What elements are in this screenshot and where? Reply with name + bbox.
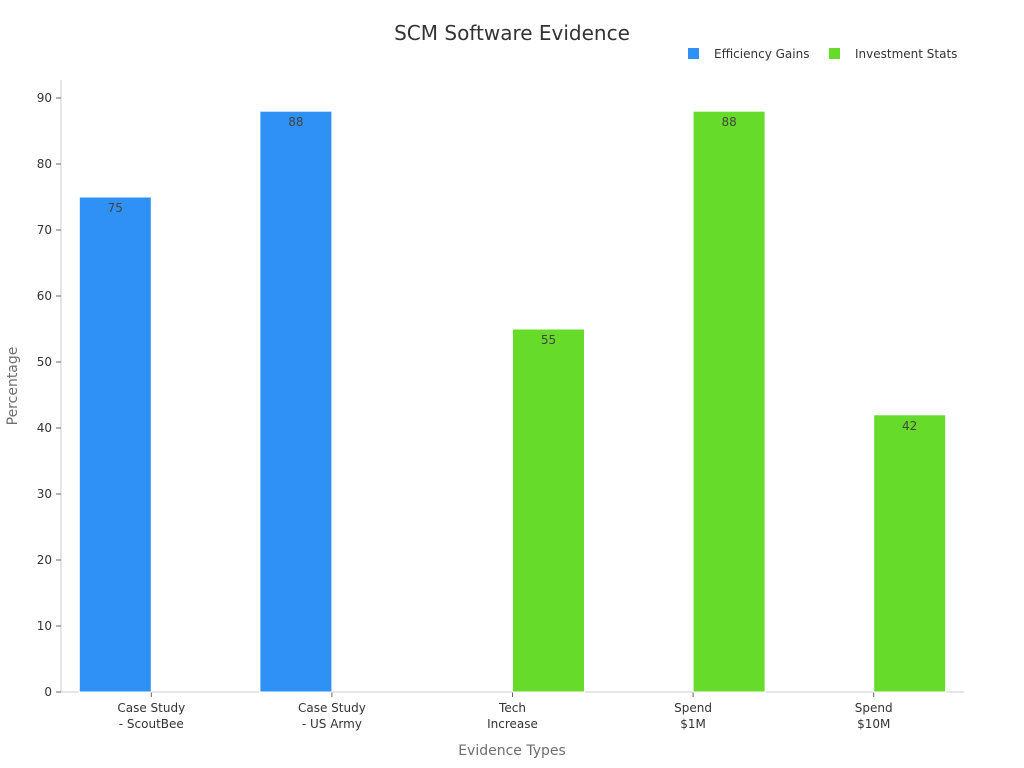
legend: Efficiency Gains Investment Stats: [688, 47, 957, 61]
legend-swatch: [688, 48, 699, 59]
legend-label: Efficiency Gains: [714, 47, 809, 61]
bar: [873, 414, 947, 693]
data-label: 88: [721, 115, 736, 129]
legend-label: Investment Stats: [855, 47, 957, 61]
x-tick-label: Spend: [855, 701, 893, 715]
y-tick-label: 0: [44, 685, 52, 699]
x-axis-title: Evidence Types: [458, 743, 566, 759]
y-tick-label: 80: [37, 157, 52, 171]
axes: 0 10 20 30 40 50 60 70 80 90 Case Study - ScoutBee C…: [37, 80, 964, 731]
x-tick-label: Spend: [674, 701, 712, 715]
x-tick-label: $1M: [680, 717, 706, 731]
y-tick-label: 40: [37, 421, 52, 435]
y-tick-label: 10: [37, 619, 52, 633]
bars: 75 88 55 88 42: [78, 110, 947, 693]
bar: [692, 110, 766, 693]
x-tick-label: Tech: [498, 701, 526, 715]
y-tick-label: 20: [37, 553, 52, 567]
data-label: 75: [108, 201, 123, 215]
data-label: 55: [541, 333, 556, 347]
bar: [259, 110, 333, 693]
x-tick-label: Case Study: [298, 701, 366, 715]
x-tick-label: - ScoutBee: [119, 717, 184, 731]
y-axis-title: Percentage: [5, 347, 21, 426]
x-tick-label: - US Army: [302, 717, 362, 731]
x-tick-label: Increase: [487, 717, 538, 731]
y-tick-label: 60: [37, 289, 52, 303]
bar: [512, 328, 585, 693]
y-tick-label: 50: [37, 355, 52, 369]
y-tick-label: 70: [37, 223, 52, 237]
y-tick-label: 30: [37, 487, 52, 501]
bar: [78, 196, 152, 693]
data-label: 42: [902, 419, 917, 433]
x-tick-label: Case Study: [117, 701, 185, 715]
legend-swatch: [829, 48, 840, 59]
chart-title: SCM Software Evidence: [394, 21, 630, 45]
data-label: 88: [288, 115, 303, 129]
x-tick-label: $10M: [857, 717, 890, 731]
y-tick-label: 90: [37, 91, 52, 105]
